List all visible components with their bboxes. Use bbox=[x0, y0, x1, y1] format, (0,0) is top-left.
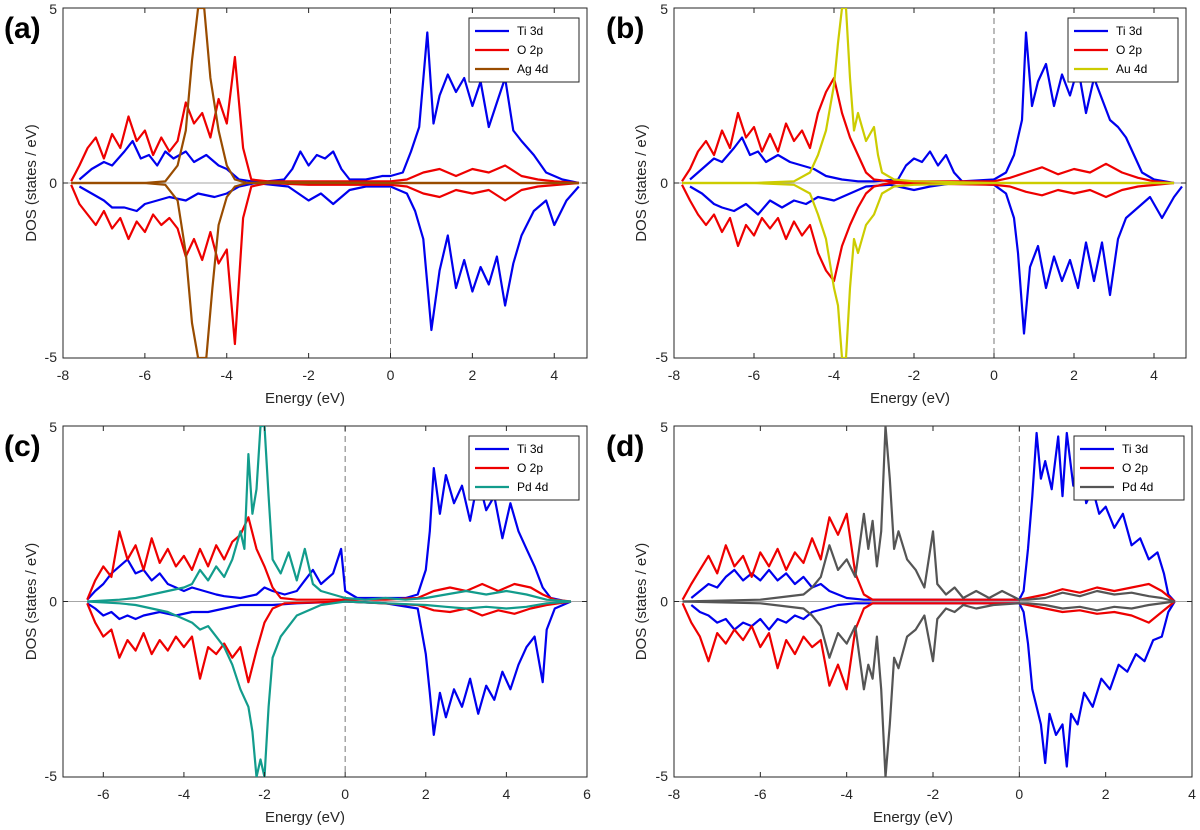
x-axis-title: Energy (eV) bbox=[265, 809, 345, 826]
legend-entry-label: Pd 4d bbox=[1122, 480, 1153, 494]
series-ti-3d-down bbox=[86, 600, 572, 737]
y-tick-label: 0 bbox=[49, 594, 57, 610]
legend-entry-label: O 2p bbox=[517, 461, 543, 475]
panel-4: -8 -6 -4 -2 0 2 4 -5 0 5 Energy (eV) DOS (states / … bbox=[606, 419, 1196, 826]
x-tick-label: 0 bbox=[990, 367, 998, 383]
panel-label: (d) bbox=[606, 430, 644, 463]
x-tick-label: -6 bbox=[97, 786, 110, 802]
y-axis-title: DOS (states / eV) bbox=[633, 543, 650, 661]
series-o-2p-down bbox=[681, 181, 1175, 283]
series-pd-4d-up bbox=[87, 426, 571, 603]
series-ti-3d-up bbox=[86, 467, 568, 603]
x-tick-label: 2 bbox=[1070, 367, 1078, 383]
legend-entry-label: Au 4d bbox=[1116, 62, 1147, 76]
panel-label: (c) bbox=[4, 430, 41, 463]
x-tick-label: -6 bbox=[754, 786, 767, 802]
legend-entry-label: Ti 3d bbox=[517, 442, 543, 456]
y-tick-label: -5 bbox=[45, 349, 58, 365]
panel-label: (a) bbox=[4, 12, 41, 45]
legend-entry-label: Ti 3d bbox=[1116, 24, 1142, 38]
legend-entry-label: Pd 4d bbox=[517, 480, 548, 494]
x-tick-label: -2 bbox=[927, 786, 940, 802]
series-pd-4d-down bbox=[682, 600, 1175, 777]
panel-3: -6 -4 -2 0 2 4 6 -5 0 5 Energy (eV) DOS (states / e… bbox=[4, 419, 591, 826]
legend-entry-label: O 2p bbox=[1116, 43, 1142, 57]
y-tick-label: -5 bbox=[45, 768, 58, 784]
curves bbox=[70, 8, 580, 358]
panel-2: -8 -6 -4 -2 0 2 4 -5 0 5 Energy (eV) DOS (states / … bbox=[606, 1, 1187, 407]
x-tick-label: -6 bbox=[748, 367, 761, 383]
x-tick-label: 2 bbox=[422, 786, 430, 802]
panel-label: (b) bbox=[606, 12, 644, 45]
series-ti-3d-down bbox=[78, 181, 580, 332]
series-pd-4d-up bbox=[682, 426, 1175, 603]
x-tick-label: 0 bbox=[1015, 786, 1023, 802]
curves bbox=[681, 426, 1176, 777]
series-au-4d-down bbox=[682, 181, 1174, 358]
legend: Ti 3d O 2p Au 4d bbox=[1067, 17, 1179, 83]
curves bbox=[86, 426, 572, 777]
series-o-2p-down bbox=[86, 600, 572, 684]
legend-entry-label: O 2p bbox=[517, 43, 543, 57]
x-tick-label: -4 bbox=[178, 786, 191, 802]
y-axis-title: DOS (states / eV) bbox=[633, 124, 650, 242]
x-tick-label: -2 bbox=[258, 786, 271, 802]
x-tick-label: 4 bbox=[502, 786, 510, 802]
y-tick-label: 5 bbox=[49, 419, 57, 435]
y-tick-label: 0 bbox=[49, 175, 57, 191]
series-ti-3d-up bbox=[78, 31, 580, 185]
legend-entry-label: O 2p bbox=[1122, 461, 1148, 475]
series-ti-3d-down bbox=[689, 181, 1183, 335]
y-tick-label: 5 bbox=[660, 1, 668, 17]
x-tick-label: 4 bbox=[1150, 367, 1158, 383]
panels-group: -8 -6 -4 -2 0 2 4 -5 0 5 Energy (eV) DOS (states / … bbox=[4, 1, 1196, 826]
series-o-2p-up bbox=[681, 512, 1176, 603]
series-au-4d-up bbox=[682, 8, 1174, 185]
x-tick-label: -4 bbox=[221, 367, 234, 383]
legend: Ti 3d O 2p Ag 4d bbox=[468, 17, 580, 83]
y-axis-title: DOS (states / eV) bbox=[23, 543, 40, 661]
y-tick-label: -5 bbox=[656, 768, 669, 784]
legend: Ti 3d O 2p Pd 4d bbox=[1073, 435, 1185, 501]
x-tick-label: -2 bbox=[302, 367, 315, 383]
x-tick-label: 4 bbox=[550, 367, 558, 383]
series-o-2p-down bbox=[681, 600, 1176, 691]
x-tick-label: 2 bbox=[468, 367, 476, 383]
legend-entry-label: Ti 3d bbox=[1122, 442, 1148, 456]
series-o-2p-up bbox=[70, 55, 579, 185]
x-tick-label: 4 bbox=[1188, 786, 1196, 802]
series-pd-4d-down bbox=[87, 600, 571, 777]
y-axis-title: DOS (states / eV) bbox=[23, 124, 40, 242]
legend: Ti 3d O 2p Pd 4d bbox=[468, 435, 580, 501]
x-tick-label: -8 bbox=[57, 367, 70, 383]
series-ti-3d-up bbox=[690, 431, 1176, 603]
y-tick-label: 5 bbox=[660, 419, 668, 435]
y-tick-label: 5 bbox=[49, 1, 57, 17]
x-tick-label: -4 bbox=[828, 367, 841, 383]
y-tick-label: 0 bbox=[660, 175, 668, 191]
x-axis-title: Energy (eV) bbox=[265, 390, 345, 407]
x-tick-label: 2 bbox=[1102, 786, 1110, 802]
y-tick-label: -5 bbox=[656, 349, 669, 365]
x-tick-label: -4 bbox=[840, 786, 853, 802]
x-tick-label: 6 bbox=[583, 786, 591, 802]
series-ag-4d-down bbox=[71, 181, 579, 358]
legend-entry-label: Ti 3d bbox=[517, 24, 543, 38]
x-tick-label: -6 bbox=[139, 367, 152, 383]
legend-entry-label: Ag 4d bbox=[517, 62, 548, 76]
x-tick-label: -8 bbox=[668, 786, 681, 802]
x-tick-label: 0 bbox=[341, 786, 349, 802]
x-tick-label: 0 bbox=[387, 367, 395, 383]
x-tick-label: -8 bbox=[668, 367, 681, 383]
y-tick-label: 0 bbox=[660, 594, 668, 610]
series-o-2p-down bbox=[70, 181, 579, 346]
x-axis-title: Energy (eV) bbox=[870, 390, 950, 407]
x-tick-label: -2 bbox=[908, 367, 921, 383]
x-axis-title: Energy (eV) bbox=[873, 809, 953, 826]
panel-1: -8 -6 -4 -2 0 2 4 -5 0 5 Energy (eV) DOS (states / … bbox=[4, 1, 588, 407]
